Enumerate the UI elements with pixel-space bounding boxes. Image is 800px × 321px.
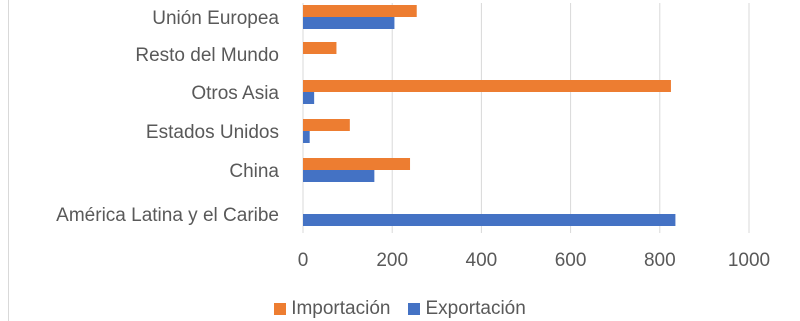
category-label-estados-unidos: Estados Unidos xyxy=(146,122,279,143)
bar-exportacion-america-latina-y-el-caribe xyxy=(303,214,676,226)
bar-exportacion-otros-asia xyxy=(303,92,315,104)
bars xyxy=(303,5,676,226)
x-tick-label-600: 600 xyxy=(555,250,587,271)
category-label-china: China xyxy=(229,161,279,182)
x-tick-labels: 0 200 400 600 800 1000 xyxy=(298,250,770,271)
legend-swatch-exportacion xyxy=(408,302,421,315)
legend-label-importacion: Importación xyxy=(291,297,391,319)
category-labels: América Latina y el Caribe China Estados U… xyxy=(56,8,279,226)
category-label-america-latina-y-el-caribe: América Latina y el Caribe xyxy=(56,205,279,226)
gridlines xyxy=(302,3,750,233)
legend-swatch-importacion xyxy=(274,302,287,315)
bar-importacion-otros-asia xyxy=(303,80,671,92)
x-tick-label-400: 400 xyxy=(466,250,498,271)
legend: Importación Exportación xyxy=(0,296,800,321)
bar-exportacion-china xyxy=(303,170,375,182)
bar-importacion-resto-del-mundo xyxy=(303,42,337,54)
chart-frame-left-border xyxy=(8,0,9,321)
category-label-union-europea: Unión Europea xyxy=(152,8,279,29)
bar-exportacion-union-europea xyxy=(303,17,395,29)
x-tick-label-800: 800 xyxy=(644,250,676,271)
x-tick-label-200: 200 xyxy=(376,250,408,271)
bar-importacion-china xyxy=(303,158,411,170)
legend-item-importacion: Importación xyxy=(274,298,390,320)
x-tick-label-1000: 1000 xyxy=(728,250,770,271)
x-tick-label-0: 0 xyxy=(298,250,309,271)
category-label-resto-del-mundo: Resto del Mundo xyxy=(135,45,279,66)
bar-importacion-union-europea xyxy=(303,5,417,17)
legend-label-exportacion: Exportación xyxy=(425,297,526,319)
category-label-otros-asia: Otros Asia xyxy=(191,83,279,104)
legend-item-exportacion: Exportación xyxy=(408,297,526,320)
bar-exportacion-estados-unidos xyxy=(303,131,310,143)
bar-importacion-estados-unidos xyxy=(303,119,350,131)
